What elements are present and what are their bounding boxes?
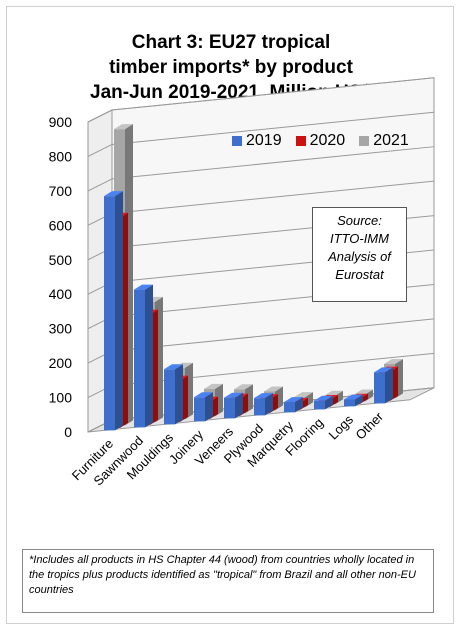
bar-2021-other-top xyxy=(384,358,403,364)
y-tick-label-7: 700 xyxy=(49,183,73,199)
footnote: *Includes all products in HS Chapter 44 … xyxy=(22,549,434,613)
bar-2021-plywood-top xyxy=(264,386,283,392)
bar-2019-flooring xyxy=(314,400,325,410)
bar-2019-veneers-side xyxy=(235,392,243,419)
gridline-8 xyxy=(111,111,435,145)
bar-2019-flooring-side xyxy=(325,395,333,410)
legend-label-2019: 2019 xyxy=(246,132,282,149)
bar-2019-flooring-top xyxy=(314,395,333,401)
bar-2019-furniture-top xyxy=(104,191,123,197)
bar-2019-other-top xyxy=(374,367,393,373)
source-line-1: Source: xyxy=(337,213,382,228)
bar-2019-marquetry xyxy=(284,402,295,413)
bar-2019-logs-top xyxy=(344,394,363,400)
bar-2019-veneers-top xyxy=(224,392,243,398)
x-tick-label-other: Other xyxy=(353,408,387,442)
bar-2019-veneers xyxy=(224,397,235,419)
gridline-9 xyxy=(111,77,435,111)
bar-2019-mouldings-top xyxy=(164,364,183,370)
bar-2021-marquetry-top xyxy=(294,392,313,398)
legend-swatch-2019 xyxy=(232,136,242,146)
bar-2019-joinery xyxy=(194,397,205,422)
bar-2019-joinery-side xyxy=(205,392,213,422)
y-tick-label-8: 800 xyxy=(49,148,73,164)
y-tick-label-9: 900 xyxy=(49,114,73,130)
source-line-3: Analysis of xyxy=(328,249,391,264)
bar-2019-logs xyxy=(344,399,355,407)
bar-2019-furniture xyxy=(104,196,115,431)
y-tick-label-6: 600 xyxy=(49,217,73,233)
bar-2019-plywood-top xyxy=(254,393,273,399)
bar-2019-joinery-top xyxy=(194,392,213,398)
bar-2019-sawnwood xyxy=(134,289,145,428)
gridline-6 xyxy=(111,180,435,214)
legend-item-2021: 2021 xyxy=(359,132,409,150)
bar-2019-marquetry-side xyxy=(295,397,303,413)
gridline-7 xyxy=(111,146,435,180)
bar-2019-other xyxy=(374,372,385,404)
bar-2019-other-side xyxy=(385,367,393,404)
x-tick-label-logs: Logs xyxy=(326,412,357,443)
y-tick-label-1: 100 xyxy=(49,390,73,406)
bar-2021-veneers-top xyxy=(234,384,253,390)
y-tick-label-2: 200 xyxy=(49,355,73,371)
y-tick-label-4: 400 xyxy=(49,286,73,302)
bar-2021-joinery-top xyxy=(204,383,223,389)
legend-label-2020: 2020 xyxy=(309,132,346,149)
y-tick-label-3: 300 xyxy=(49,321,73,337)
source-line-2: ITTO-IMM xyxy=(330,231,389,246)
bar-2019-logs-side xyxy=(355,394,363,407)
bar-2019-marquetry-top xyxy=(284,397,303,403)
legend-item-2020: 2020 xyxy=(295,132,346,150)
bar-2019-plywood-side xyxy=(265,393,273,416)
bar-2021-furniture-top xyxy=(114,124,133,130)
grid-depth-7 xyxy=(87,178,113,192)
bar-2021-flooring-top xyxy=(324,390,343,396)
source-box: Source: ITTO-IMM Analysis of Eurostat xyxy=(312,207,407,302)
bar-2019-mouldings-side xyxy=(175,364,183,425)
bar-2019-mouldings xyxy=(164,369,175,425)
y-tick-label-5: 500 xyxy=(49,252,73,268)
legend-item-2019: 2019 xyxy=(232,132,282,150)
title-line-1: Chart 3: EU27 tropical xyxy=(131,32,331,53)
bar-2019-plywood xyxy=(254,398,265,416)
bar-2019-furniture-side xyxy=(115,191,123,431)
bar-2019-sawnwood-side xyxy=(145,284,153,428)
legend-label-2021: 2021 xyxy=(373,132,409,149)
y-tick-label-0: 0 xyxy=(64,424,72,440)
legend: 2019 2020 2021 xyxy=(232,132,409,150)
source-line-4: Eurostat xyxy=(335,267,384,282)
bar-2021-logs-top xyxy=(354,389,373,395)
legend-swatch-2021 xyxy=(359,136,370,146)
gridline-2 xyxy=(111,318,435,352)
grid-depth-8 xyxy=(87,143,113,157)
legend-swatch-2020 xyxy=(295,136,306,146)
bar-2019-sawnwood-top xyxy=(134,284,153,290)
grid-depth-9 xyxy=(87,109,113,123)
title-line-2: timber imports* by product xyxy=(109,57,353,78)
